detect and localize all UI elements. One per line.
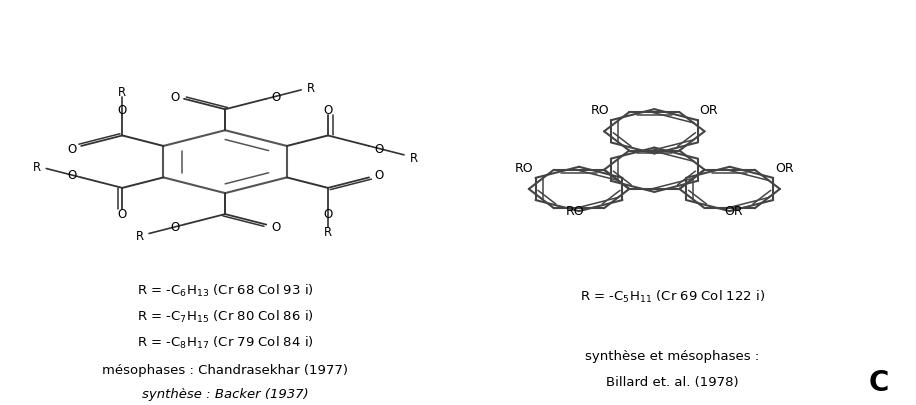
Text: O: O <box>117 208 127 221</box>
Text: R: R <box>136 230 144 243</box>
Text: OR: OR <box>700 104 718 117</box>
Text: O: O <box>323 104 333 117</box>
Text: R: R <box>409 151 418 164</box>
Text: R = -C$_6$H$_{13}$ (Cr 68 Col 93 i): R = -C$_6$H$_{13}$ (Cr 68 Col 93 i) <box>136 282 313 298</box>
Text: mésophases : Chandrasekhar (1977): mésophases : Chandrasekhar (1977) <box>102 363 348 376</box>
Text: R: R <box>33 160 41 173</box>
Text: O: O <box>374 169 383 182</box>
Text: RO: RO <box>565 205 584 218</box>
Text: R = -C$_7$H$_{15}$ (Cr 80 Col 86 i): R = -C$_7$H$_{15}$ (Cr 80 Col 86 i) <box>136 308 313 324</box>
Text: OR: OR <box>775 162 793 175</box>
Text: O: O <box>169 221 180 234</box>
Text: R: R <box>307 82 315 95</box>
Text: R = -C$_5$H$_{11}$ (Cr 69 Col 122 i): R = -C$_5$H$_{11}$ (Cr 69 Col 122 i) <box>580 288 765 304</box>
Text: synthèse : Backer (1937): synthèse : Backer (1937) <box>142 387 309 400</box>
Text: O: O <box>67 169 76 182</box>
Text: O: O <box>169 91 180 104</box>
Text: O: O <box>117 104 127 117</box>
Text: R: R <box>118 86 126 99</box>
Text: OR: OR <box>725 205 743 218</box>
Text: Billard et. al. (1978): Billard et. al. (1978) <box>606 375 739 388</box>
Text: R = -C$_8$H$_{17}$ (Cr 79 Col 84 i): R = -C$_8$H$_{17}$ (Cr 79 Col 84 i) <box>136 334 313 350</box>
Text: O: O <box>271 91 280 104</box>
Text: synthèse et mésophases :: synthèse et mésophases : <box>585 349 759 362</box>
Text: O: O <box>271 221 280 234</box>
Text: O: O <box>374 143 383 156</box>
Text: RO: RO <box>515 162 534 175</box>
Text: RO: RO <box>591 104 609 117</box>
Text: O: O <box>323 208 333 221</box>
Text: R: R <box>324 226 332 239</box>
Text: O: O <box>67 143 76 156</box>
Text: C: C <box>868 369 889 396</box>
